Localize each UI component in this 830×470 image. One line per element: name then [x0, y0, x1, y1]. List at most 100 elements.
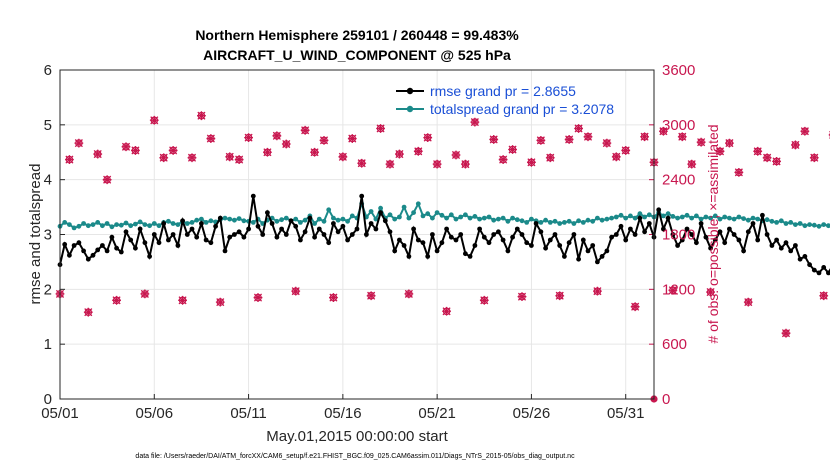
rmse-point — [71, 243, 77, 248]
rmse-point — [793, 243, 798, 248]
rmse-point — [118, 249, 124, 255]
obs-assimilated-marker — [593, 286, 602, 296]
totalspread-point — [203, 220, 209, 225]
totalspread-point — [349, 213, 355, 219]
obs-assimilated-marker — [545, 153, 555, 163]
obs-assimilated-marker — [696, 137, 706, 147]
totalspread-point — [458, 214, 464, 220]
totalspread-point — [114, 222, 119, 228]
totalspread-point — [283, 215, 289, 221]
obs-assimilated-marker — [300, 125, 310, 135]
x-tick-label: 05/26 — [513, 405, 551, 422]
right-y-tick-label: 1200 — [662, 281, 695, 298]
rmse-point — [326, 240, 332, 246]
rmse-point — [745, 229, 751, 235]
rmse-point — [151, 232, 157, 237]
rmse-point — [241, 234, 247, 240]
obs-assimilated-marker — [753, 146, 763, 156]
obs-assimilated-marker — [498, 155, 508, 164]
left-y-axis-label: rmse and totalspread — [27, 164, 44, 305]
totalspread-point — [401, 204, 407, 210]
totalspread-point — [684, 212, 690, 218]
totalspread-point — [335, 217, 341, 223]
obs-assimilated-marker — [215, 297, 225, 307]
rmse-point — [246, 226, 252, 232]
obs-assimilated-marker — [517, 292, 527, 302]
obs-assimilated-marker — [583, 132, 593, 142]
totalspread-point — [411, 210, 416, 216]
obs-assimilated-marker — [197, 111, 206, 121]
totalspread-point — [232, 217, 237, 223]
obs-assimilated-marker — [263, 147, 272, 157]
rmse-point — [613, 232, 619, 237]
totalspread-point — [199, 216, 204, 222]
totalspread-point — [519, 218, 525, 224]
rmse-point — [274, 234, 280, 240]
rmse-point — [562, 254, 567, 259]
totalspread-point — [774, 220, 779, 225]
totalspread-point — [222, 215, 228, 221]
rmse-point — [203, 237, 209, 243]
obs-assimilated-marker — [244, 133, 253, 143]
totalspread-point — [745, 217, 751, 223]
obs-assimilated-marker — [234, 155, 244, 164]
totalspread-point — [378, 205, 383, 211]
totalspread-point — [448, 212, 454, 218]
totalspread-point — [529, 216, 534, 222]
rmse-point — [123, 229, 129, 235]
rmse-point — [698, 221, 704, 226]
rmse-point — [774, 237, 779, 243]
rmse-point — [571, 232, 577, 237]
rmse-point — [364, 232, 369, 237]
obs-assimilated-marker — [781, 328, 791, 338]
rmse-point — [166, 237, 171, 243]
rmse-point — [161, 221, 167, 226]
totalspread-point — [85, 223, 91, 229]
totalspread-point — [151, 221, 157, 226]
rmse-point — [265, 210, 270, 216]
rmse-point — [816, 270, 822, 276]
rmse-point — [85, 256, 91, 262]
totalspread-point — [95, 220, 101, 225]
rmse-point — [618, 223, 624, 229]
totalspread-point — [326, 207, 332, 213]
obs-assimilated-marker — [479, 295, 489, 305]
rmse-point — [453, 237, 459, 243]
obs-assimilated-marker — [357, 158, 367, 168]
rmse-point — [378, 210, 383, 216]
rmse-point — [373, 226, 379, 232]
rmse-point — [345, 237, 350, 243]
rmse-point — [670, 232, 676, 237]
totalspread-point — [420, 213, 426, 219]
totalspread-point — [712, 213, 718, 219]
rmse-point — [689, 232, 695, 237]
left-y-tick-label: 0 — [44, 391, 52, 408]
rmse-point — [415, 237, 421, 243]
rmse-point — [170, 232, 176, 237]
rmse-point — [184, 232, 190, 237]
rmse-point — [547, 237, 553, 243]
obs-assimilated-marker — [291, 286, 301, 296]
totalspread-point — [142, 222, 148, 228]
totalspread-point — [194, 217, 200, 223]
totalspread-point — [302, 217, 308, 223]
rmse-point — [448, 234, 454, 240]
totalspread-point — [609, 215, 614, 221]
obs-assimilated-marker — [112, 295, 121, 305]
rmse-point — [807, 262, 812, 268]
obs-assimilated-marker — [602, 138, 612, 148]
totalspread-point — [147, 223, 153, 229]
rmse-point — [661, 226, 666, 232]
rmse-point — [439, 240, 445, 246]
rmse-point — [826, 270, 830, 276]
totalspread-point — [467, 215, 473, 221]
rmse-point — [425, 254, 431, 259]
obs-assimilated-marker — [319, 135, 329, 145]
obs-assimilated-marker — [281, 139, 291, 149]
rmse-point — [722, 240, 728, 246]
totalspread-point — [821, 222, 827, 228]
rmse-point — [708, 245, 713, 251]
totalspread-point — [316, 216, 322, 222]
obs-assimilated-marker — [149, 115, 159, 125]
